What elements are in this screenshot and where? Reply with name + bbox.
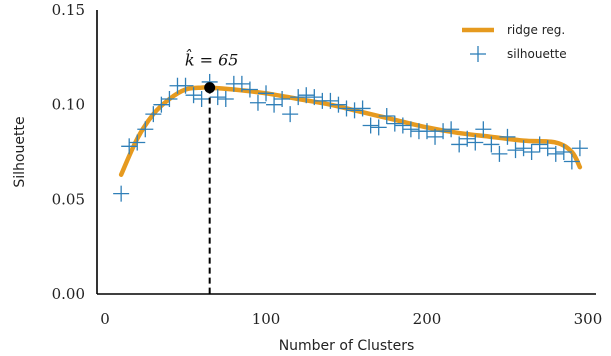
silhouette-point bbox=[515, 140, 532, 157]
silhouette-point bbox=[467, 134, 484, 151]
y-axis-label: Silhouette bbox=[12, 116, 28, 187]
x-axis-label: Number of Clusters bbox=[279, 338, 415, 354]
silhouette-point bbox=[113, 185, 130, 202]
silhouette-scatter-layer bbox=[113, 73, 588, 202]
silhouette-point bbox=[121, 138, 138, 155]
silhouette-point bbox=[499, 128, 516, 145]
silhouette-point bbox=[451, 136, 468, 153]
silhouette-point bbox=[563, 153, 580, 170]
legend-ridge-label: ridge reg. bbox=[507, 23, 565, 37]
k-hat-label: k̂ = 65 bbox=[185, 49, 239, 69]
legend-silhouette-label: silhouette bbox=[507, 47, 567, 61]
silhouette-point bbox=[217, 90, 234, 107]
silhouette-point bbox=[571, 140, 588, 157]
silhouette-point bbox=[547, 145, 564, 162]
silhouette-point bbox=[370, 119, 387, 136]
silhouette-point bbox=[258, 85, 275, 102]
silhouette-point bbox=[402, 121, 419, 138]
ridge-regression-line bbox=[118, 85, 583, 177]
silhouette-point bbox=[418, 123, 435, 140]
silhouette-point bbox=[330, 96, 347, 113]
silhouette-point bbox=[523, 144, 540, 160]
silhouette-point bbox=[491, 145, 508, 162]
silhouette-point bbox=[193, 90, 210, 107]
silhouette-point bbox=[378, 108, 395, 125]
silhouette-point bbox=[249, 94, 266, 111]
silhouette-point bbox=[539, 140, 556, 157]
silhouette-point bbox=[394, 117, 411, 134]
annotation-layer: k̂ = 65 bbox=[185, 49, 239, 294]
silhouette-point bbox=[282, 106, 299, 123]
silhouette-point bbox=[266, 96, 283, 113]
silhouette-point bbox=[306, 89, 323, 106]
silhouette-point bbox=[274, 90, 291, 107]
tick-labels: 0.00 0.05 0.10 0.15 0 100 200 300 bbox=[52, 1, 603, 328]
y-tick-label: 0.05 bbox=[52, 190, 85, 208]
x-tick-label: 300 bbox=[574, 310, 603, 328]
silhouette-point bbox=[507, 142, 524, 159]
silhouette-point bbox=[459, 130, 476, 147]
x-tick-label: 200 bbox=[413, 310, 442, 328]
silhouette-point bbox=[443, 121, 460, 138]
silhouette-point bbox=[185, 87, 202, 104]
silhouette-point bbox=[338, 100, 355, 117]
silhouette-point bbox=[298, 87, 315, 104]
y-tick-label: 0.15 bbox=[52, 1, 85, 19]
legend: ridge reg. silhouette bbox=[462, 23, 567, 62]
silhouette-point bbox=[153, 96, 170, 113]
silhouette-point bbox=[233, 75, 250, 92]
axes bbox=[96, 10, 596, 295]
silhouette-point bbox=[386, 115, 403, 132]
silhouette-point bbox=[346, 102, 363, 119]
silhouette-point bbox=[177, 77, 194, 94]
silhouette-point bbox=[435, 123, 452, 140]
k-hat-marker bbox=[204, 82, 216, 94]
silhouette-point bbox=[362, 117, 379, 134]
x-tick-label: 0 bbox=[100, 310, 110, 328]
ridge-regression-layer bbox=[118, 85, 583, 177]
y-tick-label: 0.10 bbox=[52, 96, 85, 114]
silhouette-point bbox=[427, 128, 444, 145]
silhouette-point bbox=[555, 144, 572, 160]
silhouette-point bbox=[475, 121, 492, 138]
silhouette-point bbox=[322, 92, 339, 109]
silhouette-point bbox=[161, 90, 178, 107]
silhouette-point bbox=[290, 89, 307, 106]
x-tick-label: 100 bbox=[252, 310, 281, 328]
silhouette-point bbox=[145, 106, 162, 123]
silhouette-point bbox=[129, 134, 146, 151]
silhouette-point bbox=[209, 89, 226, 106]
silhouette-point bbox=[483, 136, 500, 153]
silhouette-point bbox=[531, 136, 548, 153]
silhouette-point bbox=[241, 81, 258, 98]
silhouette-point bbox=[354, 100, 371, 117]
silhouette-point bbox=[137, 121, 154, 138]
y-tick-label: 0.00 bbox=[52, 285, 85, 303]
